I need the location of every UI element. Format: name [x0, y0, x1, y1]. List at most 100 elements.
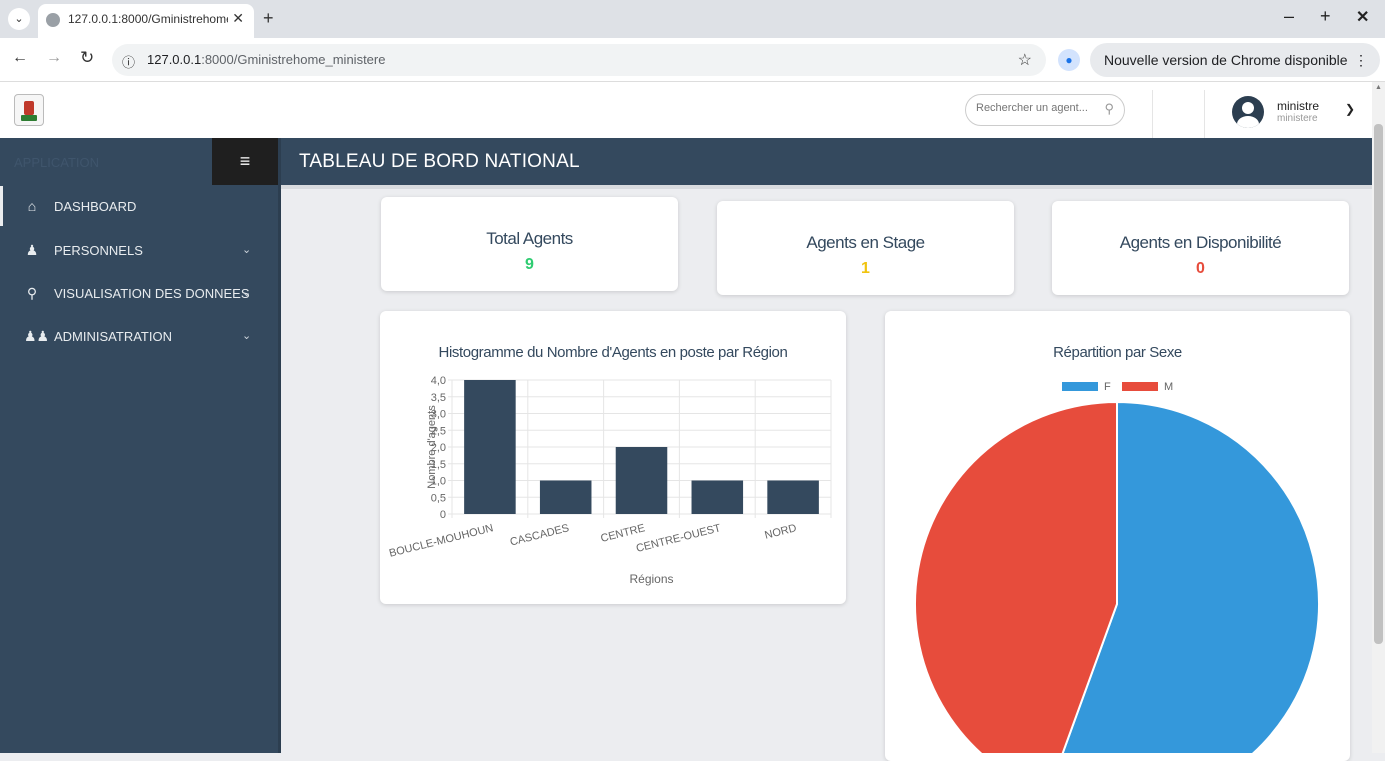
- user-icon: ♟: [25, 242, 39, 258]
- y-tick-label: 2,5: [431, 425, 446, 437]
- legend-swatch[interactable]: [1122, 382, 1158, 391]
- chevron-down-icon[interactable]: ❯: [1345, 102, 1356, 116]
- sidebar-item-label: ADMINISATRATION: [54, 329, 172, 344]
- app-header: ⚲ ministre ministere ❯: [0, 82, 1372, 138]
- user-avatar-icon[interactable]: [1232, 96, 1264, 128]
- pie-slice[interactable]: [1048, 400, 1320, 753]
- y-tick-label: 3,0: [431, 409, 446, 421]
- bar[interactable]: [539, 480, 592, 515]
- map-marker-icon: ⚲: [26, 285, 38, 301]
- x-tick-label: BOUCLE-MOUHOUN: [388, 522, 495, 560]
- tab-search-dropdown-icon[interactable]: ⌄: [8, 8, 30, 30]
- search-input[interactable]: [976, 102, 1094, 114]
- sidebar-item-personnels[interactable]: ♟ PERSONNELS ⌄: [0, 230, 278, 270]
- bar-chart-title: Histogramme du Nombre d'Agents en poste …: [438, 344, 788, 361]
- bar-chart: 0 0,5 1,0 1,5 2,0 2,5 3,0 3,5 4,0 BOUCLE-MOUHOUN C…: [388, 375, 832, 586]
- kebab-menu-icon[interactable]: ⋮: [1354, 52, 1368, 68]
- tab-close-icon[interactable]: ✕: [232, 10, 244, 26]
- profile-icon[interactable]: ●: [1058, 49, 1080, 71]
- y-tick-label: 3,5: [431, 392, 446, 404]
- bar[interactable]: [691, 480, 744, 515]
- browser-toolbar: ← → ↻ ⓘ 127.0.0.1:8000/Gministrehome_min…: [0, 38, 1385, 82]
- sidebar: APPLICATION ≡ ⌂ DASHBOARD ♟ PERSONNELS ⌄…: [0, 138, 278, 753]
- stat-value: 0: [1196, 260, 1205, 277]
- globe-icon: [46, 13, 60, 27]
- x-axis-title: Régions: [629, 572, 673, 586]
- y-tick-label: 1,5: [431, 459, 446, 471]
- y-tick-label: 2,0: [431, 442, 446, 454]
- chevron-down-icon: ⌄: [242, 330, 252, 342]
- legend-swatch[interactable]: [1062, 382, 1098, 391]
- users-icon: ♟♟: [24, 328, 50, 344]
- content-header-shadow: [281, 185, 1372, 189]
- scroll-up-icon[interactable]: ▲: [1375, 84, 1382, 91]
- hamburger-icon: ≡: [239, 151, 251, 171]
- browser-tab[interactable]: 127.0.0.1:8000/Gministrehome_ministere ✕: [38, 4, 254, 38]
- x-tick-label: CASCADES: [509, 522, 571, 548]
- active-indicator: [0, 186, 3, 226]
- legend-label: F: [1104, 381, 1111, 393]
- stat-value: 9: [525, 256, 534, 273]
- x-tick-label: CENTRE-OUEST: [635, 522, 722, 555]
- scrollbar-thumb[interactable]: [1374, 124, 1383, 644]
- y-tick-label: 1,0: [431, 476, 446, 488]
- url-host: 127.0.0.1: [147, 52, 202, 67]
- page-title: TABLEAU DE BORD NATIONAL: [299, 151, 580, 172]
- site-info-icon[interactable]: ⓘ: [122, 55, 136, 70]
- y-axis-title: Nombre d'agents: [426, 405, 438, 489]
- chrome-update-button[interactable]: Nouvelle version de Chrome disponible ⋮: [1090, 43, 1380, 77]
- reload-icon[interactable]: ↻: [80, 48, 95, 67]
- stat-title: Total Agents: [486, 229, 573, 248]
- chevron-down-icon: ⌄: [242, 244, 252, 256]
- content-header: TABLEAU DE BORD NATIONAL: [281, 138, 1372, 185]
- new-tab-icon[interactable]: +: [263, 8, 274, 28]
- chevron-down-icon: ⌄: [242, 287, 252, 299]
- user-role: ministere: [1277, 113, 1318, 124]
- bar-chart-card: Histogramme du Nombre d'Agents en poste …: [380, 311, 846, 604]
- y-tick-label: 4,0: [431, 375, 446, 387]
- address-bar[interactable]: ⓘ 127.0.0.1:8000/Gministrehome_ministere…: [112, 44, 1046, 76]
- coat-of-arms-logo[interactable]: [14, 94, 44, 126]
- user-name[interactable]: ministre: [1277, 99, 1320, 113]
- chrome-update-label: Nouvelle version de Chrome disponible: [1104, 52, 1348, 68]
- url-path: :8000/Gministrehome_ministere: [201, 52, 386, 67]
- url-text: 127.0.0.1:8000/Gministrehome_ministere: [147, 52, 385, 67]
- stat-title: Agents en Stage: [806, 233, 925, 252]
- bar[interactable]: [464, 380, 516, 514]
- search-icon[interactable]: ⚲: [1104, 101, 1114, 116]
- bookmark-star-icon[interactable]: ☆: [1017, 52, 1032, 69]
- forward-icon[interactable]: →: [46, 49, 62, 66]
- y-tick-label: 0: [440, 509, 446, 521]
- header-divider: [1152, 90, 1153, 138]
- home-icon: ⌂: [27, 198, 37, 214]
- tab-title: 127.0.0.1:8000/Gministrehome_ministere: [68, 12, 228, 26]
- sidebar-edge: [278, 138, 281, 753]
- sidebar-item-label: VISUALISATION DES DONNEES: [54, 286, 250, 301]
- sidebar-item-administration[interactable]: ♟♟ ADMINISATRATION ⌄: [0, 316, 278, 356]
- window-close-icon[interactable]: ✕: [1356, 9, 1370, 26]
- search-box[interactable]: ⚲: [965, 94, 1125, 126]
- window-minimize-icon[interactable]: –: [1284, 6, 1295, 26]
- y-tick-label: 0,5: [431, 492, 446, 504]
- stat-card-agents-disponibilite: Agents en Disponibilité 0: [1052, 201, 1349, 295]
- legend-label: M: [1164, 381, 1173, 393]
- back-icon[interactable]: ←: [12, 49, 28, 66]
- window-maximize-icon[interactable]: +: [1320, 6, 1331, 26]
- pie-chart-title: Répartition par Sexe: [1053, 344, 1182, 361]
- sidebar-app-label: APPLICATION: [14, 155, 100, 170]
- sidebar-item-label: DASHBOARD: [54, 199, 137, 214]
- menu-toggle-button[interactable]: ≡: [212, 138, 278, 185]
- stat-value: 1: [861, 260, 870, 277]
- sidebar-item-dashboard[interactable]: ⌂ DASHBOARD: [0, 186, 278, 226]
- stat-card-total-agents: Total Agents 9: [381, 197, 678, 291]
- stat-title: Agents en Disponibilité: [1119, 233, 1282, 252]
- sidebar-item-label: PERSONNELS: [54, 243, 143, 258]
- sidebar-item-visualisation[interactable]: ⚲ VISUALISATION DES DONNEES ⌄: [0, 273, 278, 313]
- browser-tab-bar: ⌄ 127.0.0.1:8000/Gministrehome_ministere…: [0, 0, 1385, 38]
- header-divider: [1204, 90, 1205, 138]
- bar[interactable]: [615, 447, 668, 514]
- pie-slice[interactable]: [914, 400, 1118, 753]
- bar[interactable]: [767, 480, 819, 515]
